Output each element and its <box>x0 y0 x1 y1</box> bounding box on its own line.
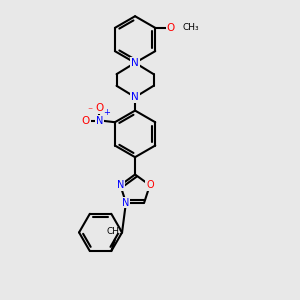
Text: N: N <box>131 92 139 102</box>
Text: O: O <box>95 103 103 113</box>
Text: N: N <box>131 58 139 68</box>
Text: O: O <box>82 116 90 126</box>
Text: N: N <box>117 180 124 190</box>
Text: CH₃: CH₃ <box>182 23 199 32</box>
Text: N: N <box>122 198 130 208</box>
Text: O: O <box>167 23 175 33</box>
Text: +: + <box>103 108 110 117</box>
Text: N: N <box>96 116 103 126</box>
Text: CH₃: CH₃ <box>106 226 123 236</box>
Text: O: O <box>146 180 154 190</box>
Text: ⁻: ⁻ <box>88 106 93 117</box>
